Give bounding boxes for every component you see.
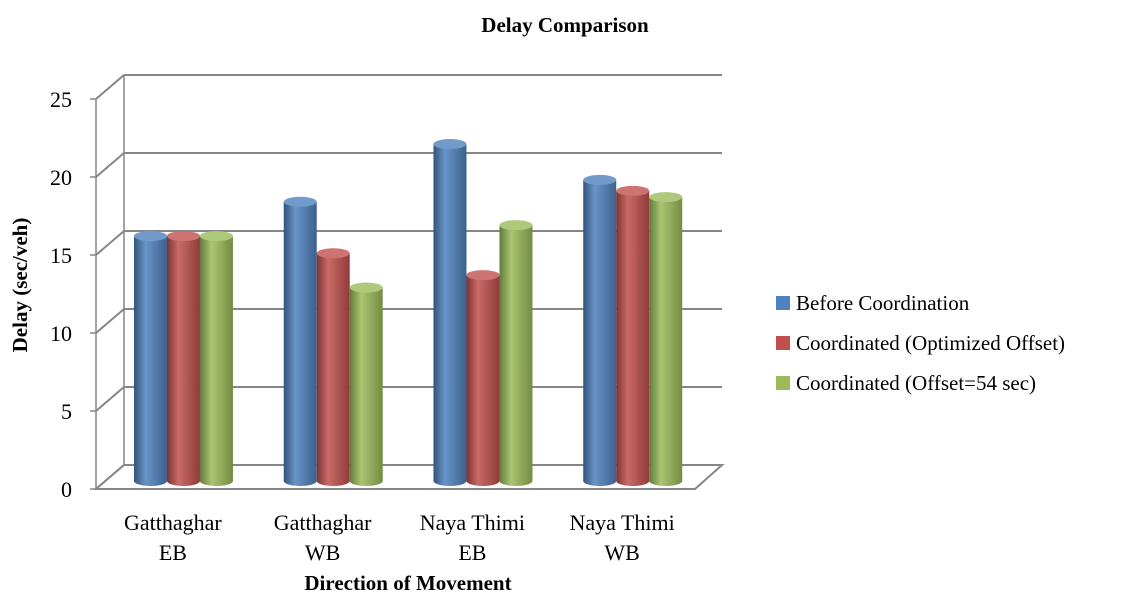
legend: Before Coordination Coordinated (Optimize… — [776, 283, 1065, 403]
plot-area: 0 5 10 15 20 25 Gatthaghar EB Gatthaghar WB Naya T… — [50, 74, 725, 565]
legend-item: Before Coordination — [776, 283, 1065, 323]
x-tick-label: Naya Thimi EB — [420, 510, 525, 565]
bar — [133, 231, 167, 487]
gridline-edge — [95, 230, 125, 256]
y-tick-label: 10 — [50, 321, 72, 346]
legend-swatch — [776, 336, 790, 350]
x-tick-label: Naya Thimi WB — [569, 510, 674, 565]
x-axis-title: Direction of Movement — [304, 571, 511, 595]
y-tick-label: 20 — [50, 165, 72, 190]
y-tick-label: 0 — [61, 477, 72, 502]
legend-item: Coordinated (Optimized Offset) — [776, 323, 1065, 363]
x-tick-label: Gatthaghar EB — [124, 510, 222, 565]
chart-title: Delay Comparison — [481, 13, 649, 37]
bar — [199, 231, 233, 487]
bar — [499, 220, 533, 486]
gridline-edge — [95, 308, 125, 334]
bar — [466, 270, 500, 487]
legend-label: Before Coordination — [796, 290, 970, 315]
y-tick-label: 25 — [50, 87, 72, 112]
y-axis-title: Delay (sec/veh) — [8, 218, 32, 353]
bar — [616, 185, 650, 487]
legend-item: Coordinated (Offset=54 sec) — [776, 363, 1065, 403]
bar — [316, 248, 350, 487]
bar — [166, 231, 200, 487]
chart-floor — [93, 464, 725, 490]
gridline-edge — [95, 152, 125, 178]
legend-swatch — [776, 296, 790, 310]
gridline-edge — [95, 74, 125, 100]
legend-label: Coordinated (Offset=54 sec) — [796, 370, 1037, 395]
bar — [649, 192, 683, 487]
legend-label: Coordinated (Optimized Offset) — [796, 330, 1066, 355]
gridline-edge — [95, 386, 125, 412]
x-tick-label: Gatthaghar WB — [274, 510, 372, 565]
bar — [433, 139, 467, 487]
y-tick-label: 5 — [61, 399, 72, 424]
bar — [583, 174, 617, 487]
legend-swatch — [776, 376, 790, 390]
bar — [349, 282, 383, 487]
bar — [283, 196, 317, 487]
y-tick-label: 15 — [50, 243, 72, 268]
